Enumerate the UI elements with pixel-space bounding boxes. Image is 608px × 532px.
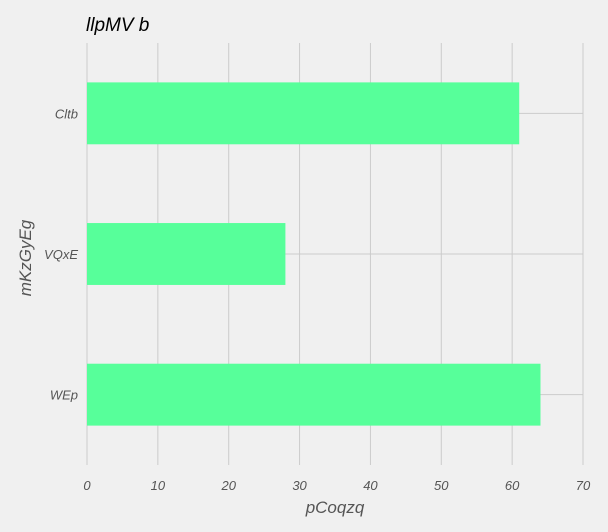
x-tick-label: 70 — [576, 478, 591, 493]
y-tick-label: VQxE — [44, 247, 78, 262]
bar — [87, 223, 286, 285]
bar — [87, 363, 541, 426]
x-tick-label: 0 — [83, 478, 91, 493]
y-tick-label: Cltb — [55, 106, 78, 121]
x-tick-label: 30 — [292, 478, 307, 493]
x-tick-label: 40 — [363, 478, 378, 493]
chart-title: llpMV b — [86, 15, 149, 36]
x-tick-label: 10 — [151, 478, 166, 493]
bars — [87, 82, 541, 426]
y-axis-label: mKzGyEg — [16, 219, 35, 296]
y-tick-labels: Cltb VQxE WEp — [44, 106, 78, 402]
x-tick-labels: 0 10 20 30 40 50 60 70 — [83, 478, 591, 493]
x-axis-label: pCoqzq — [305, 498, 365, 517]
bar — [87, 82, 520, 145]
x-tick-label: 50 — [434, 478, 449, 493]
x-tick-label: 20 — [220, 478, 236, 493]
x-tick-label: 60 — [505, 478, 520, 493]
y-tick-label: WEp — [50, 388, 78, 403]
